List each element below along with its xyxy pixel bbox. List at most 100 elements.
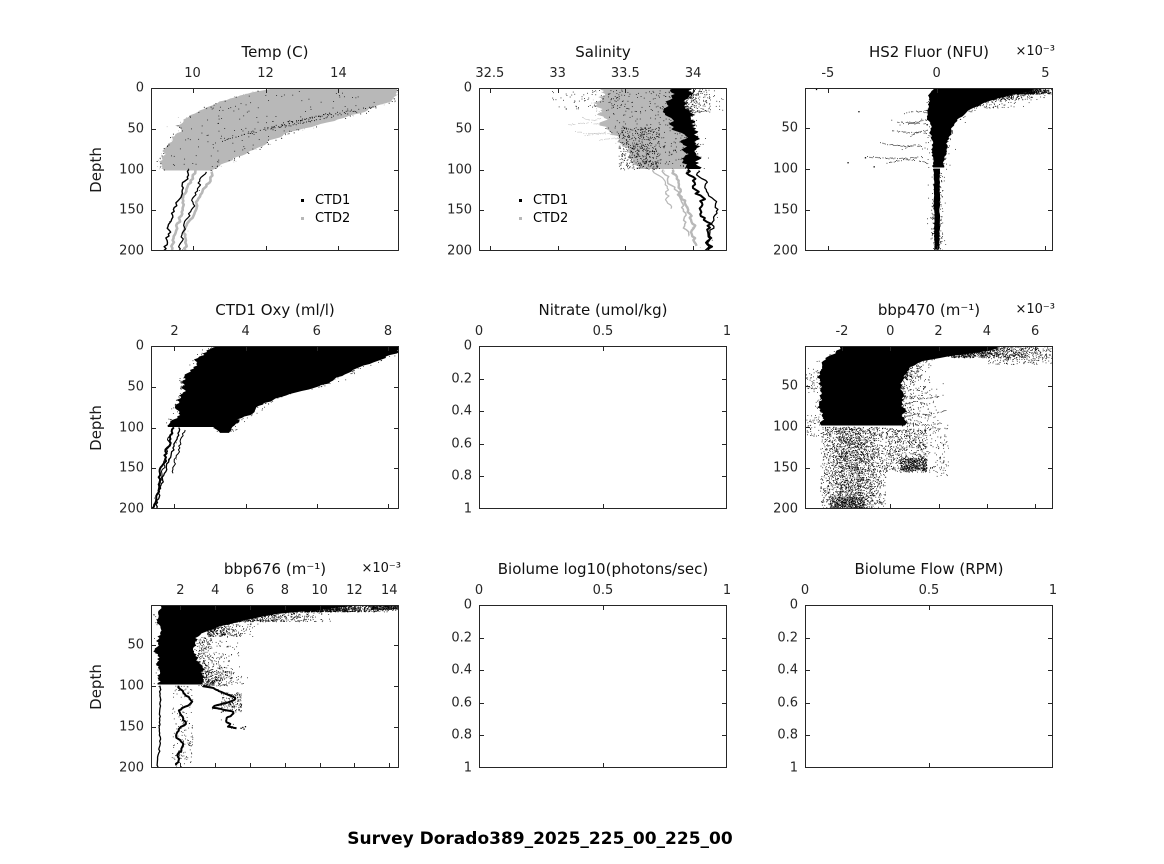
x-tick-label: 33.5 xyxy=(610,66,640,81)
y-tick-label: 200 xyxy=(773,243,798,259)
subplot-title: Biolume log10(photons/sec) xyxy=(497,560,709,578)
subplot-title: Salinity xyxy=(575,43,631,61)
y-tick-label: 200 xyxy=(773,501,798,517)
y-tick-label: 100 xyxy=(119,162,144,177)
y-tick-label: 50 xyxy=(127,121,144,137)
y-tick-label: 0 xyxy=(463,80,472,96)
x-tick-label: 33 xyxy=(549,66,566,81)
x-tick-label: 12 xyxy=(257,66,274,81)
y-tick-label: 0.2 xyxy=(451,630,472,646)
x-tick-label: 8 xyxy=(280,583,289,598)
x-tick-label: 5 xyxy=(1041,66,1050,81)
x-tick-label: 10 xyxy=(184,66,201,81)
y-tick-label: 0.4 xyxy=(777,662,798,678)
x-tick-label: 0.5 xyxy=(592,583,614,598)
plot-area-temp xyxy=(151,88,399,251)
x-tick-label: 4 xyxy=(241,324,250,339)
subplot-hs2-fluor: HS2 Fluor (NFU) ×10⁻³ -5 0 5 50 100 150 200 xyxy=(773,43,1055,259)
x-tick-label: 8 xyxy=(383,324,393,339)
y-tick-label: 1 xyxy=(463,760,472,776)
x-tick-label: 32.5 xyxy=(475,66,505,81)
x-tick-label: 6 xyxy=(1030,324,1040,339)
y-tick-label: 50 xyxy=(781,120,798,135)
x-tick-label: 2 xyxy=(934,324,943,339)
plot-area-ctd1-oxy xyxy=(151,346,399,509)
y-tick-label: 100 xyxy=(773,161,798,177)
x-tick-label: 14 xyxy=(330,66,347,81)
y-tick-label: 0 xyxy=(463,597,472,613)
y-tick-label: 50 xyxy=(455,121,472,137)
x-tick-label: 0.5 xyxy=(918,583,940,598)
subplot-biolume-log10: Biolume log10(photons/sec) 0 0.5 1 0 0.2 0.4 0.… xyxy=(451,560,731,776)
y-tick-label: 0.6 xyxy=(451,695,472,711)
subplot-title: bbp676 (m⁻¹) xyxy=(223,560,327,578)
x-tick-label: 0 xyxy=(886,324,895,339)
x-tick-label: 6 xyxy=(245,583,255,598)
y-tick-label: 200 xyxy=(119,243,144,259)
y-tick-label: 0.8 xyxy=(777,727,798,743)
plot-area-salinity xyxy=(479,88,727,251)
x-tick-label: 1 xyxy=(1048,583,1058,598)
subplot-title: Biolume Flow (RPM) xyxy=(854,560,1004,578)
plot-area-biolume-flow xyxy=(805,605,1053,768)
subplot-bbp676: bbp676 (m⁻¹) ×10⁻³ Depth 2 4 6 8 10 12 14 50 100 150… xyxy=(87,560,401,776)
y-tick-label: 1 xyxy=(789,760,798,776)
x-tick-label: 14 xyxy=(380,583,398,598)
x-tick-label: 1 xyxy=(722,324,732,339)
x-tick-label: 10 xyxy=(311,583,328,598)
x-tick-label: 12 xyxy=(346,583,363,598)
y-tick-label: 0.8 xyxy=(451,468,472,484)
x-tick-label: 0 xyxy=(800,583,810,598)
y-tick-label: 0.8 xyxy=(451,727,472,743)
subplot-title: Nitrate (umol/kg) xyxy=(538,301,668,319)
y-tick-label: 1 xyxy=(463,501,472,517)
x-tick-label: -5 xyxy=(821,66,835,81)
x-tick-label: 2 xyxy=(176,583,185,598)
subplot-nitrate: Nitrate (umol/kg) 0 0.5 1 0 0.2 0.4 0.6 0.8 1 xyxy=(451,301,731,517)
y-tick-label: 150 xyxy=(773,202,798,218)
y-tick-label: 0.2 xyxy=(777,630,798,646)
y-tick-label: 200 xyxy=(119,760,144,776)
subplot-bbp470: bbp470 (m⁻¹) ×10⁻³ -2 0 2 4 6 50 100 150 200 xyxy=(773,301,1055,517)
y-tick-label: 100 xyxy=(773,419,798,435)
x-tick-label: 1 xyxy=(722,583,732,598)
y-tick-label: 150 xyxy=(119,460,144,476)
x-tick-label: 2 xyxy=(170,324,179,339)
x-tick-label: 0 xyxy=(932,66,941,81)
y-tick-label: 100 xyxy=(447,162,472,177)
y-tick-label: 0 xyxy=(135,338,144,354)
y-tick-label: 0 xyxy=(789,597,798,613)
y-tick-label: 150 xyxy=(119,719,144,735)
y-tick-label: 0.4 xyxy=(451,662,472,678)
x-tick-label: 34 xyxy=(684,66,702,81)
y-tick-label: 200 xyxy=(119,501,144,517)
subplot-ctd1-oxy: CTD1 Oxy (ml/l) Depth 2 4 6 8 0 50 100 150 200 xyxy=(87,301,399,517)
x-tick-label: -2 xyxy=(835,324,849,339)
y-tick-label: 50 xyxy=(127,379,144,395)
y-tick-label: 0.4 xyxy=(451,403,472,419)
plot-area-biolume-log10 xyxy=(479,605,727,768)
y-tick-label: 50 xyxy=(781,378,798,393)
y-tick-label: 150 xyxy=(119,202,144,218)
plot-area-bbp470 xyxy=(805,346,1053,509)
y-tick-label: 100 xyxy=(119,420,144,435)
subplot-title: CTD1 Oxy (ml/l) xyxy=(215,301,335,319)
subplot-title: bbp470 (m⁻¹) xyxy=(877,301,981,319)
y-tick-label: 0.6 xyxy=(451,436,472,452)
x-tick-label: 0.5 xyxy=(592,324,614,339)
x-tick-label: 0 xyxy=(474,324,484,339)
survey-title: Survey Dorado389_2025_225_00_225_00 xyxy=(347,829,733,849)
y-tick-label: 150 xyxy=(447,202,472,218)
subplot-title: HS2 Fluor (NFU) xyxy=(868,43,990,61)
y-tick-label: 0 xyxy=(463,338,472,354)
axis-scale-multiplier: ×10⁻³ xyxy=(1015,302,1055,317)
plot-area-bbp676 xyxy=(151,605,399,768)
x-tick-label: 4 xyxy=(211,583,220,598)
y-tick-label: 0.6 xyxy=(777,695,798,711)
y-tick-label: 50 xyxy=(127,637,144,652)
plot-area-hs2-fluor xyxy=(805,88,1053,251)
subplot-title: Temp (C) xyxy=(241,43,309,61)
y-tick-label: 150 xyxy=(773,460,798,476)
x-tick-label: 0 xyxy=(474,583,484,598)
